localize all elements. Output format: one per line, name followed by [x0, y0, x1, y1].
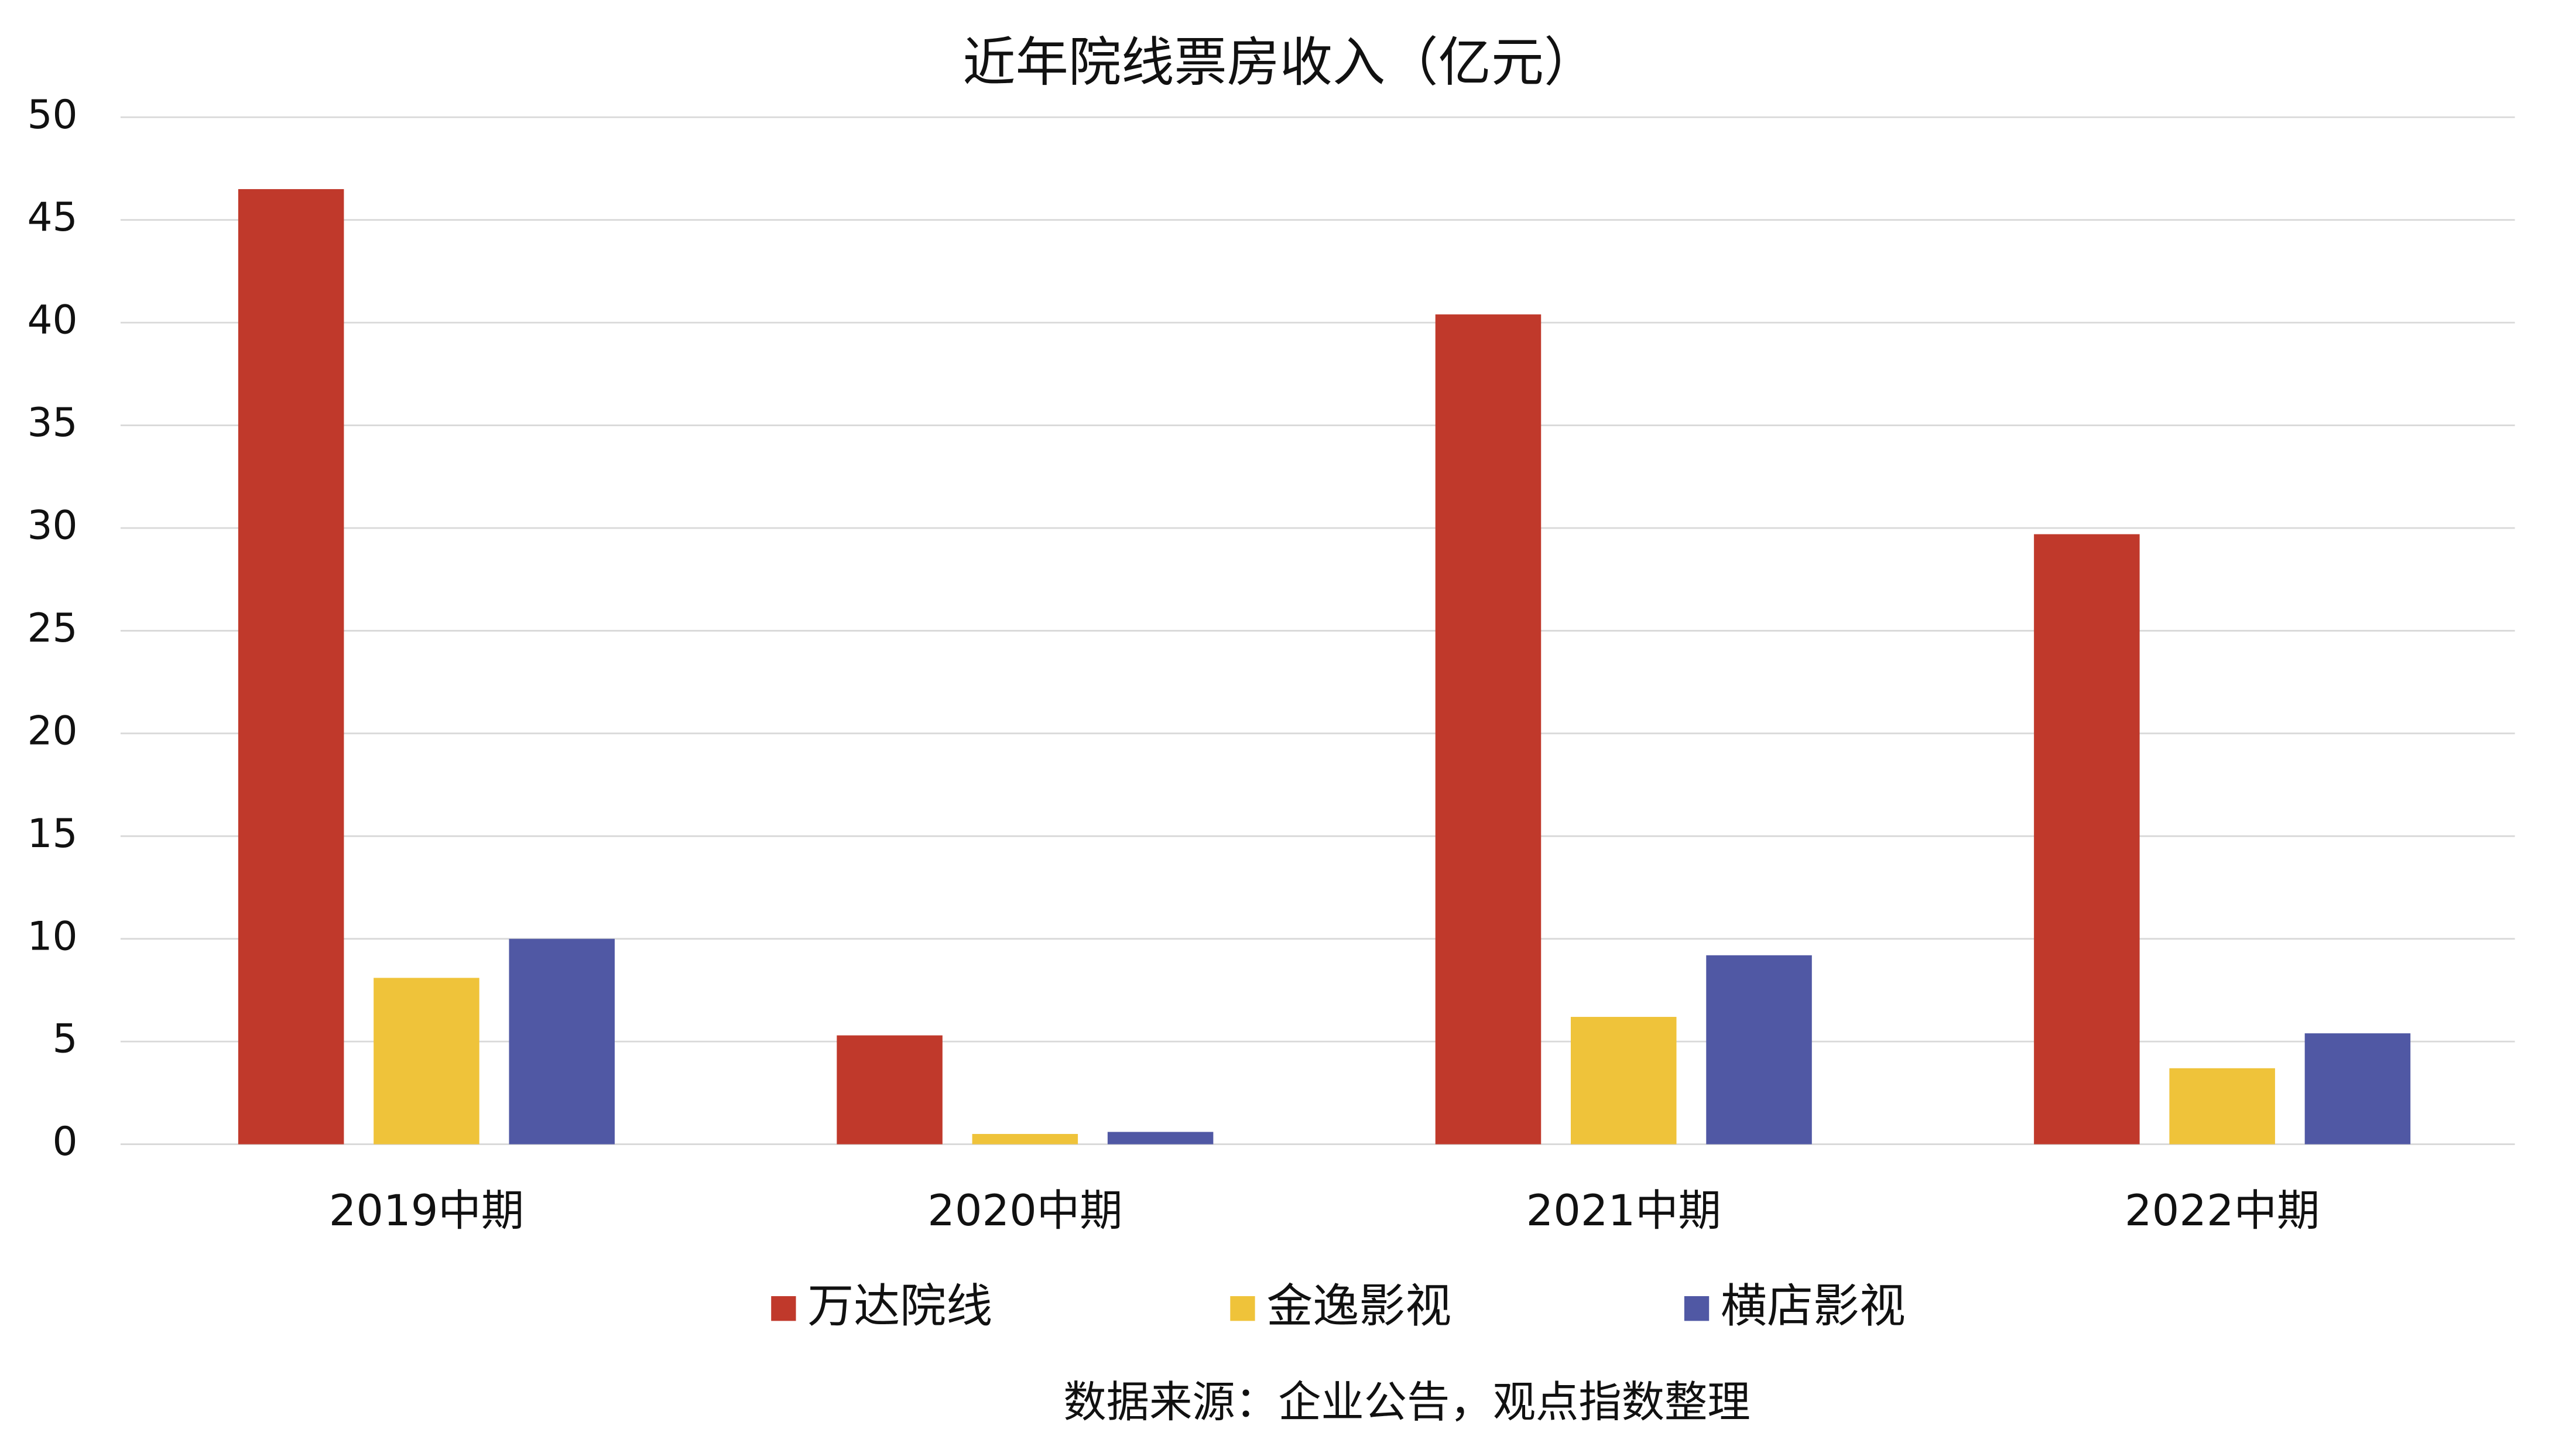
bar [837, 1035, 943, 1144]
bar [2169, 1068, 2275, 1144]
source-note: 数据来源：企业公告，观点指数整理 [1063, 1377, 1750, 1427]
y-tick-label: 15 [27, 810, 77, 856]
legend-swatch [1684, 1296, 1710, 1321]
bar [2034, 534, 2140, 1144]
bar [238, 189, 344, 1144]
bar [1571, 1017, 1677, 1144]
legend-label: 万达院线 [807, 1279, 992, 1333]
y-tick-label: 30 [27, 502, 77, 549]
bar [374, 978, 479, 1144]
y-tick-label: 50 [27, 91, 77, 138]
y-tick-label: 40 [27, 297, 77, 343]
x-tick-label: 2019中期 [329, 1186, 524, 1236]
bar [509, 938, 615, 1144]
legend-label: 金逸影视 [1266, 1279, 1451, 1333]
y-tick-label: 45 [27, 194, 77, 240]
legend-label: 横店影视 [1721, 1279, 1906, 1333]
y-tick-label: 25 [27, 605, 77, 651]
y-tick-label: 10 [27, 913, 77, 959]
bar [1706, 955, 1812, 1144]
bar [2304, 1033, 2411, 1144]
legend-swatch [1230, 1296, 1255, 1321]
y-tick-label: 5 [53, 1016, 78, 1062]
bar [1107, 1132, 1214, 1144]
x-tick-label: 2022中期 [2125, 1186, 2320, 1236]
y-tick-label: 20 [27, 707, 77, 753]
chart-title: 近年院线票房收入（亿元） [962, 32, 1597, 94]
x-tick-label: 2021中期 [1526, 1186, 1721, 1236]
y-tick-label: 0 [53, 1118, 78, 1164]
x-tick-label: 2020中期 [927, 1186, 1122, 1236]
bar [972, 1134, 1078, 1144]
y-tick-label: 35 [27, 399, 77, 446]
bar [1435, 314, 1542, 1144]
legend-swatch [771, 1296, 796, 1321]
